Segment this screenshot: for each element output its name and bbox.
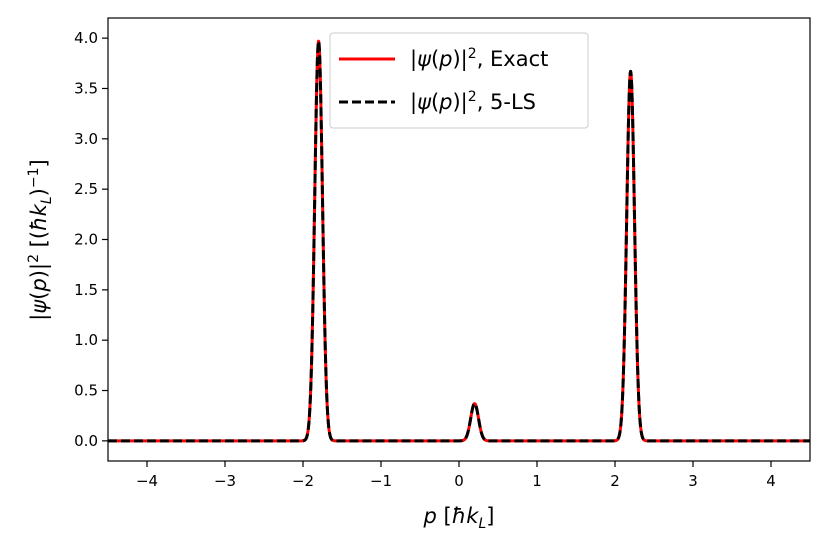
x-axis-label: p [ħkL] bbox=[423, 504, 495, 532]
x-tick-label: −2 bbox=[292, 472, 314, 490]
x-axis: −4 −3 −2 −1 0 1 2 3 4 bbox=[136, 461, 776, 490]
x-tick-label: 2 bbox=[610, 472, 620, 490]
y-tick-label: 1.5 bbox=[74, 281, 98, 299]
series-layer bbox=[106, 39, 812, 443]
x-tick-label: 0 bbox=[454, 472, 464, 490]
legend-label-5ls: |ψ(p)|2, 5-LS bbox=[410, 89, 536, 115]
legend-box bbox=[329, 32, 589, 129]
y-tick-label: 2.5 bbox=[74, 180, 98, 198]
x-tick-label: 4 bbox=[766, 472, 776, 490]
legend-label-exact: |ψ(p)|2, Exact bbox=[410, 46, 548, 72]
x-tick-label: −1 bbox=[370, 472, 392, 490]
y-tick-label: 4.0 bbox=[74, 29, 98, 47]
x-tick-label: −4 bbox=[136, 472, 158, 490]
y-tick-label: 1.0 bbox=[74, 331, 98, 349]
y-axis-label: |ψ(p)|2 [(ħkL)−1] bbox=[26, 159, 55, 320]
x-tick-label: 1 bbox=[532, 472, 542, 490]
x-tick-label: −3 bbox=[214, 472, 236, 490]
y-tick-label: 3.5 bbox=[74, 79, 98, 97]
y-tick-label: 2.0 bbox=[74, 231, 98, 249]
y-tick-label: 3.0 bbox=[74, 130, 98, 148]
x-tick-label: 3 bbox=[688, 472, 698, 490]
y-tick-label: 0.0 bbox=[74, 432, 98, 450]
y-tick-label: 0.5 bbox=[74, 382, 98, 400]
y-axis: 0.0 0.5 1.0 1.5 2.0 2.5 3.0 3.5 4.0 bbox=[74, 29, 108, 450]
legend: |ψ(p)|2, Exact |ψ(p)|2, 5-LS bbox=[329, 32, 589, 129]
series-line-5ls bbox=[106, 39, 812, 443]
